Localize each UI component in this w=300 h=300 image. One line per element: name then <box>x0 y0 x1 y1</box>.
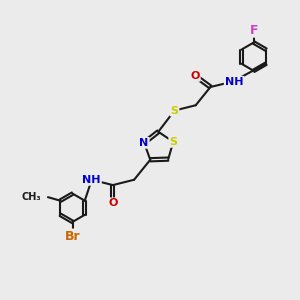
Text: CH₃: CH₃ <box>22 192 41 202</box>
Text: NH: NH <box>82 175 101 185</box>
Text: Br: Br <box>65 230 80 242</box>
Text: NH: NH <box>225 77 243 87</box>
Text: O: O <box>190 71 200 81</box>
Text: F: F <box>249 24 258 37</box>
Text: S: S <box>170 106 178 116</box>
Text: N: N <box>140 138 149 148</box>
Text: S: S <box>169 137 177 147</box>
Text: O: O <box>108 198 118 208</box>
